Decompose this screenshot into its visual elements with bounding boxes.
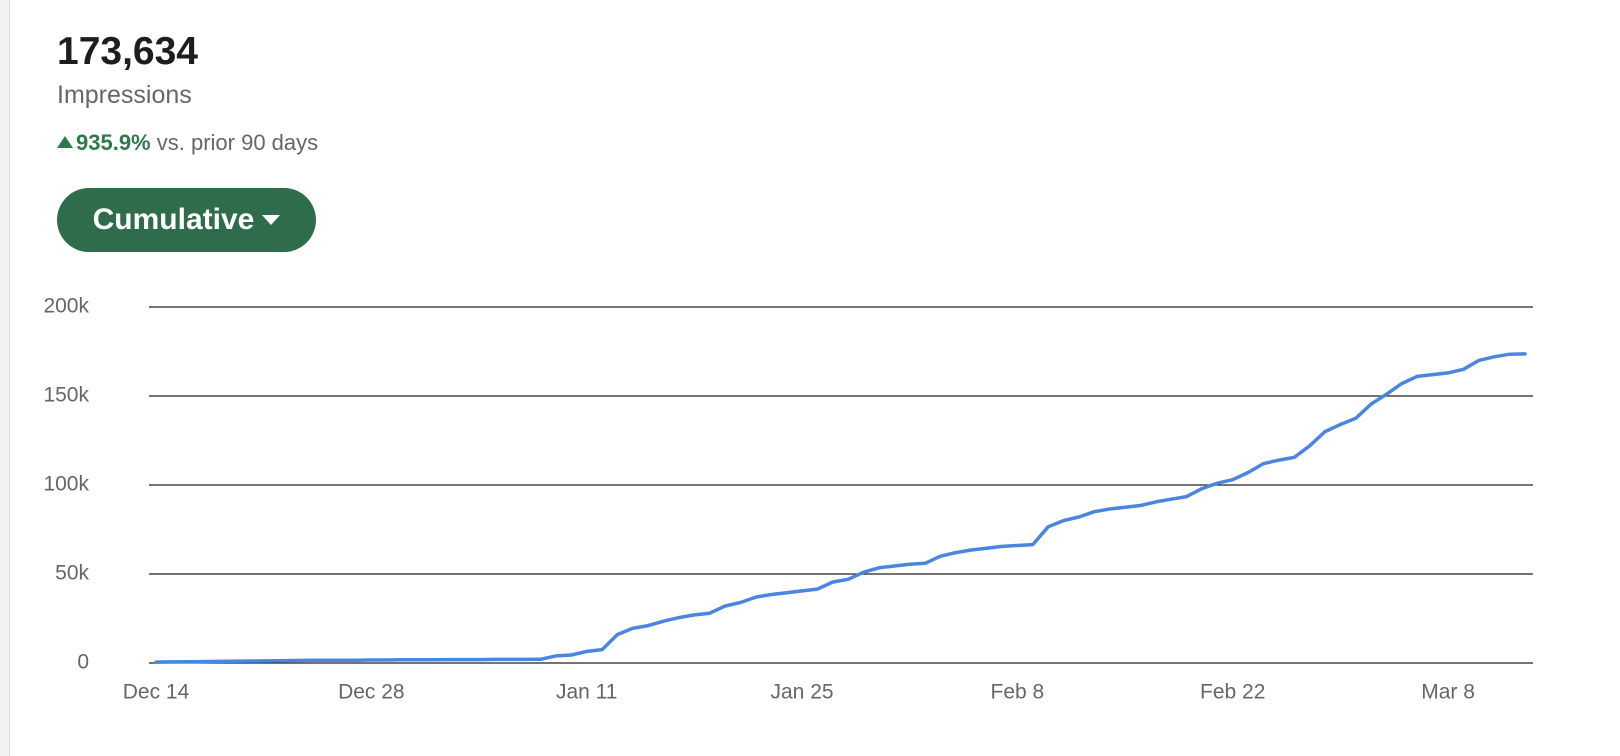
metric-label: Impressions <box>57 81 192 109</box>
x-tick-label: Jan 25 <box>771 681 834 704</box>
x-tick-label: Feb 22 <box>1200 681 1265 704</box>
x-tick-label: Jan 11 <box>556 681 618 704</box>
y-tick-label: 200k <box>43 295 89 318</box>
analytics-card: 173,634 Impressions 935.9% vs. prior 90 … <box>9 0 1620 756</box>
chart: 0 50k 100k 150k 200k Dec 14 Dec 28 Jan 11 Jan 25… <box>43 295 1533 704</box>
total-value: 173,634 <box>57 30 198 73</box>
comparison: vs. prior 90 days <box>156 130 319 155</box>
y-tick-label: 150k <box>43 384 89 407</box>
x-tick-label: Feb 8 <box>991 681 1045 704</box>
mode-label: Cumulative <box>92 203 255 236</box>
x-tick-label: Mar 8 <box>1421 681 1475 704</box>
mode-dropdown[interactable]: Cumulative <box>57 188 316 252</box>
change-percent: 935.9% <box>76 130 151 155</box>
change-row: 935.9% vs. prior 90 days <box>57 130 318 156</box>
y-tick-label: 50k <box>55 562 89 585</box>
caret <box>262 215 281 225</box>
x-tick-label: Dec 14 <box>123 681 190 704</box>
x-tick-label: Dec 28 <box>338 681 405 704</box>
up-arrow <box>57 136 73 148</box>
y-tick-label: 0 <box>77 651 89 674</box>
y-tick-label: 100k <box>43 473 89 496</box>
line <box>154 352 1527 664</box>
